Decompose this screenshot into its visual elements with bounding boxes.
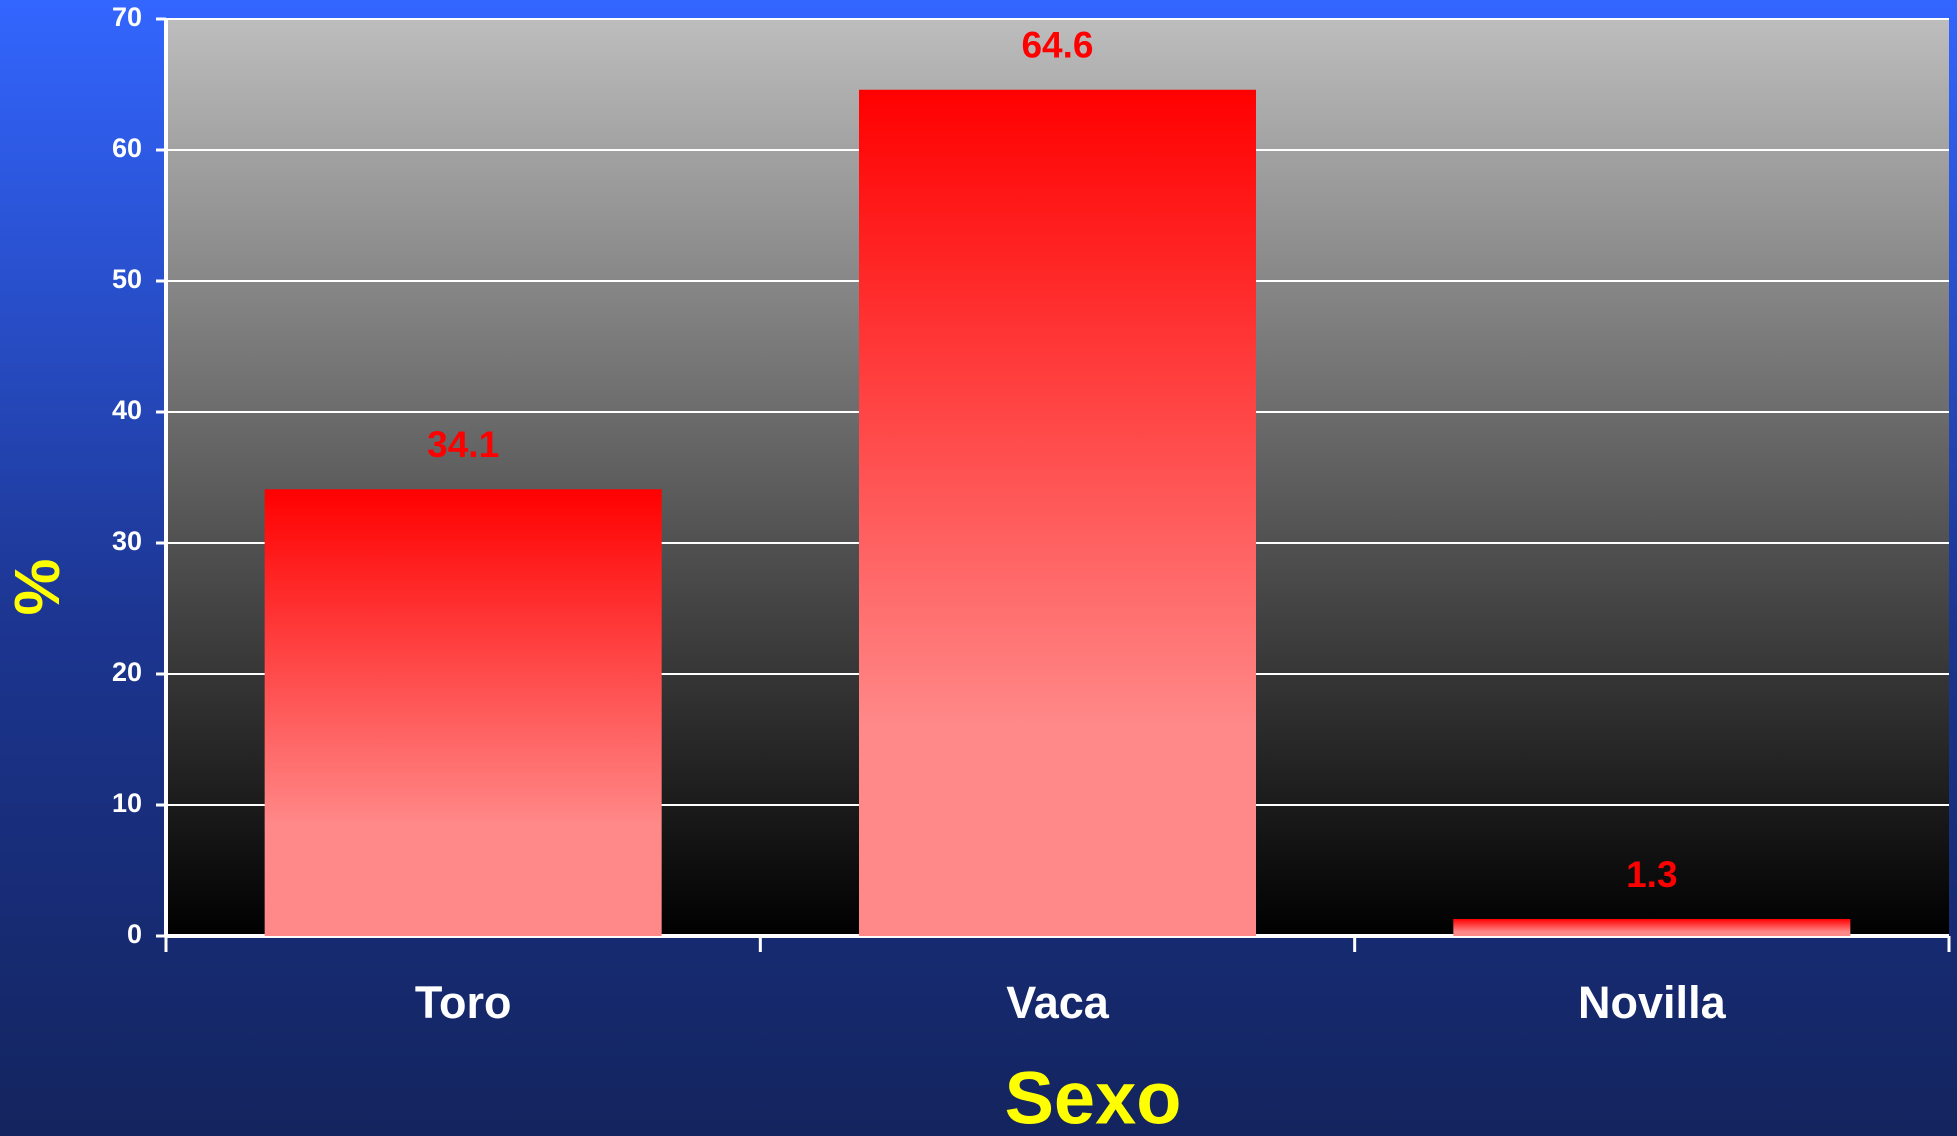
x-tick-label: Vaca — [1006, 977, 1110, 1028]
x-axis-title: Sexo — [1005, 1057, 1182, 1136]
x-tick-label: Toro — [415, 977, 512, 1028]
bar — [264, 489, 662, 936]
y-tick-label: 40 — [112, 395, 142, 425]
y-tick-label: 10 — [112, 788, 142, 818]
y-tick-label: 30 — [112, 526, 142, 556]
data-label: 64.6 — [1021, 25, 1093, 66]
y-tick-label: 20 — [112, 657, 142, 687]
bar — [858, 89, 1257, 937]
y-tick-label: 0 — [127, 919, 142, 949]
x-tick-label: Novilla — [1578, 977, 1727, 1028]
y-axis-title: % — [1, 559, 73, 616]
y-tick-label: 60 — [112, 133, 142, 163]
y-tick-label: 70 — [112, 2, 142, 32]
data-label: 1.3 — [1626, 854, 1677, 895]
bar — [1453, 918, 1851, 936]
y-tick-label: 50 — [112, 264, 142, 294]
data-label: 34.1 — [427, 424, 499, 465]
